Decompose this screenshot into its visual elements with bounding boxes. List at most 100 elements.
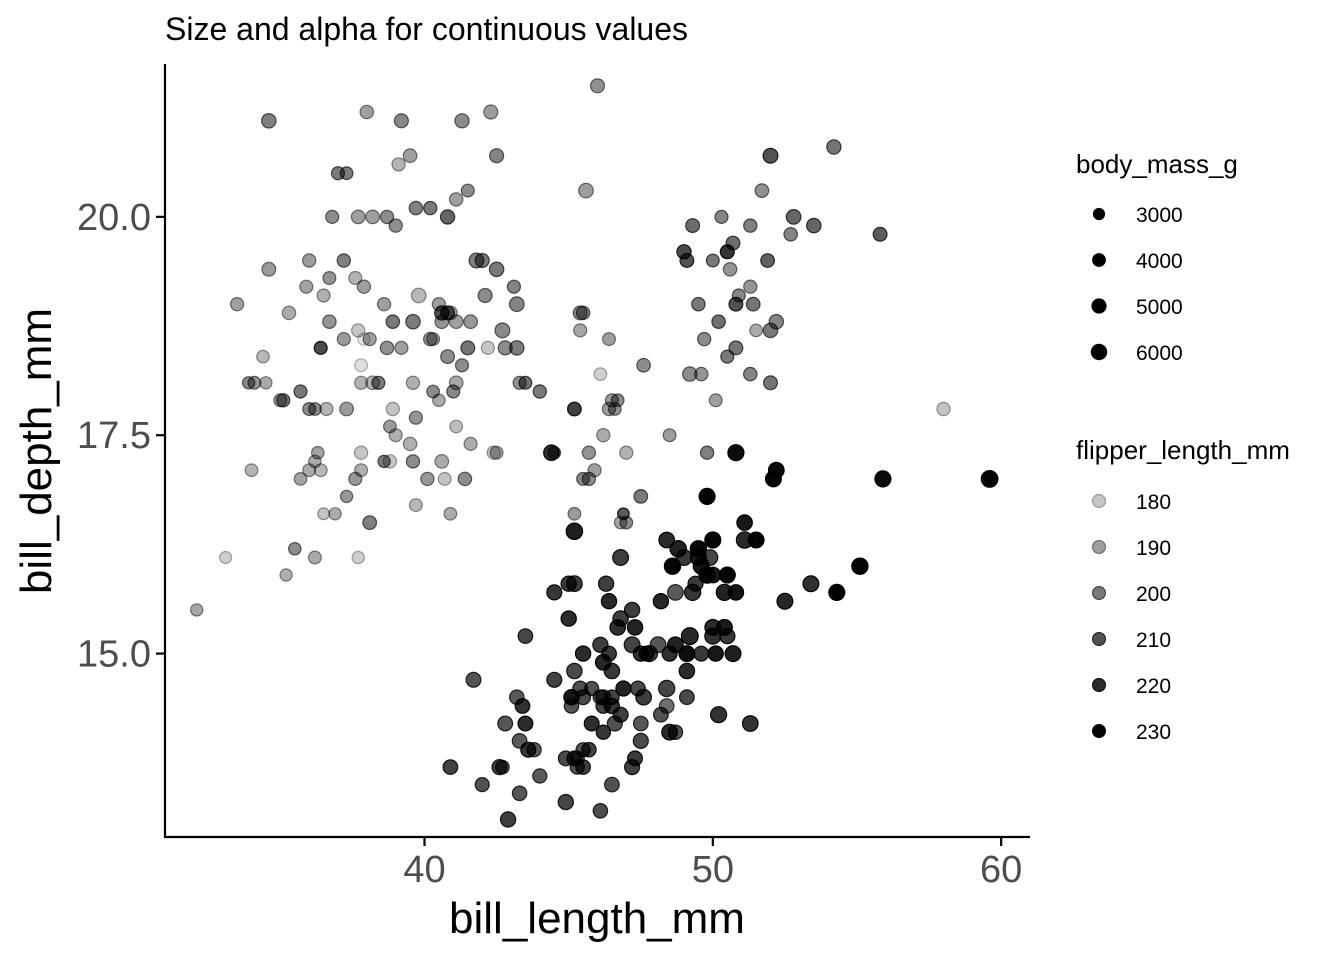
- data-point: [302, 463, 317, 478]
- data-point: [581, 445, 597, 460]
- data-point: [440, 349, 456, 365]
- data-point: [762, 147, 779, 164]
- data-point: [336, 253, 351, 268]
- legend-alpha-key: [1092, 678, 1106, 692]
- data-point: [463, 436, 478, 451]
- data-point: [287, 541, 302, 556]
- data-point: [443, 506, 458, 521]
- data-point: [353, 445, 369, 460]
- legend-alpha-key: [1092, 724, 1106, 738]
- data-point: [313, 340, 328, 355]
- data-point: [339, 489, 354, 504]
- data-point: [279, 568, 293, 582]
- data-point: [745, 296, 761, 312]
- data-point: [511, 785, 528, 802]
- data-point: [669, 539, 687, 558]
- data-point: [595, 724, 612, 740]
- legend-body-mass: body_mass_g 3000 4000 5000 6000: [1076, 149, 1238, 365]
- y-tick-label: 17.5: [77, 415, 151, 457]
- data-point: [728, 296, 744, 312]
- x-axis-ticks: 40 50 60: [403, 837, 1022, 891]
- data-point: [707, 645, 724, 662]
- data-point: [567, 506, 582, 521]
- data-point: [574, 645, 592, 662]
- data-point: [727, 444, 745, 462]
- data-point: [348, 270, 363, 286]
- data-point: [652, 593, 670, 610]
- data-point: [371, 375, 386, 390]
- legend-alpha-key: [1092, 586, 1106, 600]
- data-point: [623, 636, 641, 654]
- data-point: [308, 402, 322, 416]
- data-point: [667, 584, 684, 601]
- data-point: [477, 287, 493, 304]
- data-point: [308, 454, 322, 469]
- data-point: [600, 645, 617, 662]
- data-point: [244, 463, 259, 478]
- data-point: [448, 375, 464, 391]
- data-point: [446, 384, 461, 399]
- x-tick-label: 60: [980, 849, 1022, 891]
- data-point: [532, 768, 548, 784]
- data-point: [388, 218, 403, 233]
- data-point: [517, 628, 534, 644]
- data-point: [743, 218, 758, 233]
- data-point: [408, 410, 423, 425]
- data-point: [506, 279, 522, 294]
- data-point: [276, 393, 291, 408]
- data-point: [632, 715, 649, 732]
- data-point: [661, 723, 678, 741]
- data-point: [457, 471, 473, 487]
- data-point: [560, 575, 577, 592]
- data-point: [219, 550, 233, 565]
- legend-alpha-label: 180: [1136, 491, 1171, 514]
- data-point: [678, 645, 696, 663]
- data-point: [354, 375, 369, 390]
- data-point: [704, 531, 722, 549]
- data-point: [693, 366, 709, 382]
- legend-size-key: [1092, 207, 1106, 221]
- data-point: [260, 113, 277, 129]
- data-point: [316, 288, 331, 303]
- data-point: [581, 741, 597, 758]
- data-point: [422, 331, 438, 347]
- data-point: [499, 811, 517, 828]
- legend-size-key: [1092, 253, 1106, 267]
- data-point: [567, 401, 582, 417]
- data-point: [600, 593, 618, 610]
- data-point: [709, 706, 728, 724]
- data-point: [658, 679, 676, 698]
- data-point: [483, 104, 499, 120]
- data-point: [728, 340, 744, 356]
- data-point: [546, 671, 563, 688]
- data-point: [189, 603, 204, 617]
- data-point: [658, 531, 676, 549]
- data-point: [354, 358, 369, 373]
- data-point: [565, 522, 584, 541]
- data-point: [454, 358, 470, 373]
- data-point: [357, 332, 371, 346]
- data-point: [302, 253, 317, 268]
- data-point: [351, 323, 366, 338]
- data-point: [736, 514, 753, 531]
- data-point: [719, 627, 736, 645]
- data-point: [592, 802, 609, 819]
- data-point: [426, 384, 441, 399]
- data-point: [307, 550, 322, 565]
- data-point: [328, 507, 342, 521]
- data-point: [518, 375, 533, 390]
- data-point: [379, 340, 395, 356]
- data-point: [649, 636, 667, 654]
- data-point: [385, 401, 400, 417]
- data-point: [566, 662, 583, 680]
- data-point: [715, 583, 734, 602]
- data-point: [604, 776, 620, 793]
- y-axis-title: bill_depth_mm: [12, 308, 61, 594]
- data-point: [448, 192, 464, 207]
- data-point: [486, 445, 501, 460]
- data-point: [408, 200, 424, 216]
- data-point: [607, 402, 622, 416]
- data-point: [741, 715, 759, 732]
- data-point: [632, 732, 649, 750]
- data-point: [362, 332, 377, 347]
